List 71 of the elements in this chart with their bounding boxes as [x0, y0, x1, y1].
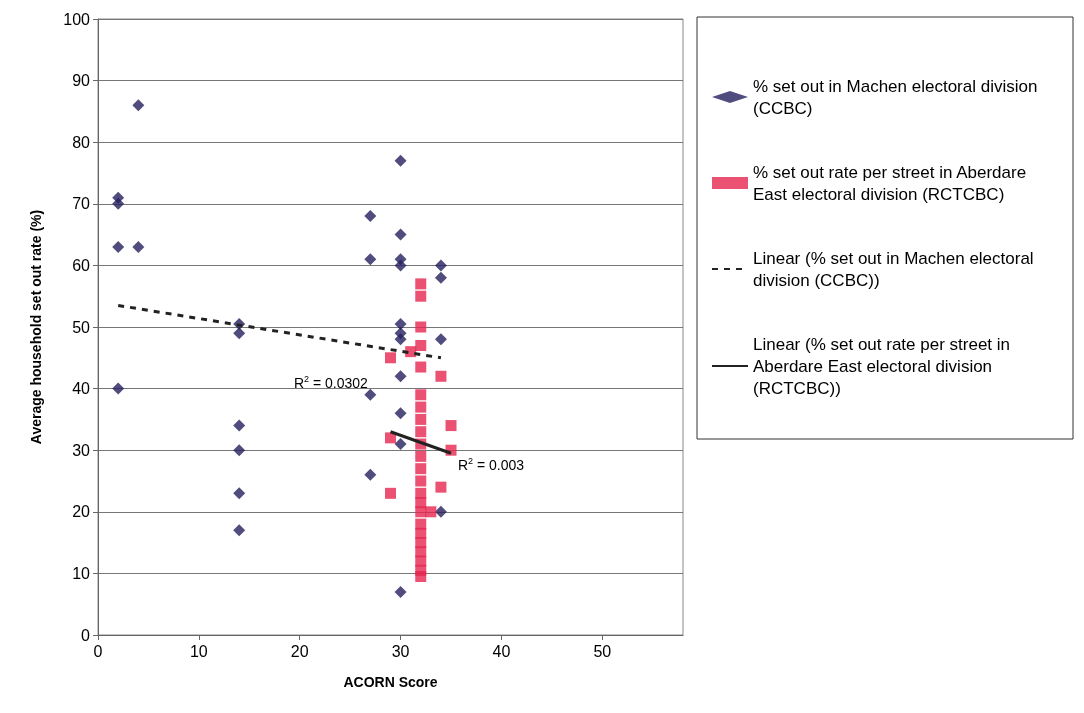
- point: [415, 389, 427, 401]
- point: [415, 401, 427, 413]
- point: [394, 585, 407, 598]
- point: [415, 463, 427, 475]
- legend-label: Linear (% set out rate per street in Aberdare East electoral division (RCTCBC)): [753, 334, 1015, 398]
- point: [415, 506, 427, 518]
- point: [364, 210, 377, 223]
- point: [415, 413, 427, 425]
- point: [394, 259, 407, 272]
- point: [435, 481, 447, 493]
- point: [112, 382, 125, 395]
- point: [394, 317, 407, 330]
- point: [415, 361, 427, 373]
- legend-label: % set out in Machen electoral division (CCBC): [753, 76, 1043, 118]
- point: [435, 370, 447, 382]
- y-tick-label: 30: [72, 441, 91, 459]
- legend-label: Linear (% set out in Machen electoral division (CCBC)): [753, 248, 1039, 290]
- x-tick-label: 30: [391, 642, 410, 660]
- y-tick-label: 60: [72, 256, 91, 274]
- point: [415, 321, 427, 333]
- point: [394, 333, 407, 346]
- point: [415, 278, 427, 290]
- y-tick-label: 70: [72, 195, 91, 213]
- y-tick-label: 10: [72, 564, 91, 582]
- point: [233, 327, 246, 340]
- x-tick-label: 40: [492, 642, 511, 660]
- y-tick-label: 100: [63, 10, 91, 28]
- point: [233, 444, 246, 457]
- point: [233, 419, 246, 432]
- point: [233, 524, 246, 537]
- point: [434, 505, 447, 518]
- point: [112, 197, 125, 210]
- point: [364, 253, 377, 266]
- point: [434, 333, 447, 346]
- point: [415, 475, 427, 487]
- y-tick-label: 80: [72, 133, 91, 151]
- y-tick-label: 0: [81, 626, 91, 644]
- point: [425, 506, 437, 518]
- point: [415, 339, 427, 351]
- y-tick-label: 20: [72, 503, 91, 521]
- y-tick-label: 50: [72, 318, 91, 336]
- x-tick-label: 20: [290, 642, 309, 660]
- point: [132, 99, 145, 112]
- point: [434, 271, 447, 284]
- point: [434, 259, 447, 272]
- point: [233, 487, 246, 500]
- point: [394, 438, 407, 451]
- point: [415, 570, 427, 582]
- legend-label: % set out rate per street in Aberdare East electoral division (RCTCBC): [753, 162, 1031, 204]
- point: [394, 370, 407, 383]
- point: [385, 487, 396, 499]
- point: [415, 290, 427, 302]
- x-tick-label: 0: [93, 642, 103, 660]
- point: [394, 228, 407, 241]
- x-axis-title: ACORN Score: [343, 674, 438, 690]
- point: [394, 407, 407, 420]
- point: [364, 468, 377, 481]
- point: [415, 450, 427, 462]
- y-tick-label: 90: [72, 72, 91, 90]
- point: [394, 154, 407, 167]
- x-tick-label: 50: [593, 642, 612, 660]
- point: [364, 388, 377, 401]
- point: [445, 420, 457, 432]
- point: [415, 546, 427, 558]
- y-axis-title: Average household set out rate (%): [28, 209, 44, 445]
- point: [112, 240, 125, 253]
- point: [385, 352, 396, 364]
- y-tick-label: 40: [72, 380, 91, 398]
- point: [415, 426, 427, 438]
- x-tick-label: 10: [189, 642, 208, 660]
- point: [132, 240, 145, 253]
